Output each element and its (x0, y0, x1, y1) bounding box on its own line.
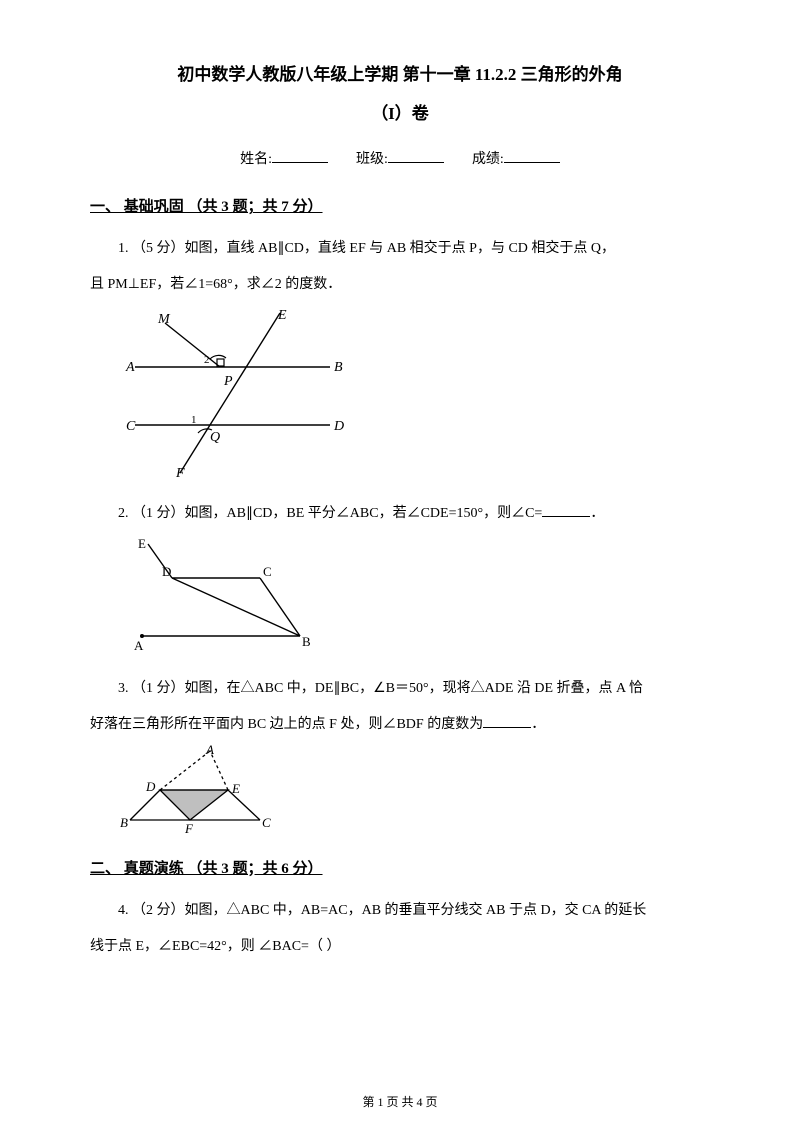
fig3-lbl-B: B (120, 815, 128, 830)
fig1-lbl-D: D (333, 419, 344, 434)
q1-line2: 且 PM⊥EF，若∠1=68°，求∠2 的度数． (90, 271, 710, 299)
fig2-lbl-B: B (302, 634, 311, 649)
section2-header: 二、 真题演练 （共 3 题；共 6 分） (90, 856, 710, 883)
page-subtitle: （I）卷 (90, 99, 710, 130)
fig2-lbl-D: D (162, 564, 171, 579)
q2-blank (542, 503, 590, 517)
fig1-lbl-A: A (125, 360, 135, 375)
score-label: 成绩: (472, 152, 504, 167)
fig3-lbl-E: E (231, 781, 240, 796)
fig3-lbl-A: A (205, 745, 214, 757)
figure-1: M E A B C D P Q F 1 2 (120, 305, 710, 489)
q3-line2: 好落在三角形所在平面内 BC 边上的点 F 处，则∠BDF 的度数为 ． (90, 711, 710, 739)
page-footer: 第 1 页 共 4 页 (0, 1092, 800, 1114)
section1-header: 一、 基础巩固 （共 3 题；共 7 分） (90, 194, 710, 221)
fig3-lbl-C: C (262, 815, 271, 830)
q3-text: 好落在三角形所在平面内 BC 边上的点 F 处，则∠BDF 的度数为 (90, 717, 483, 732)
q2: 2. （1 分）如图，AB∥CD，BE 平分∠ABC，若∠CDE=150°，则∠… (90, 500, 710, 528)
fig1-lbl-Q: Q (210, 430, 220, 445)
fig1-lbl-1: 1 (191, 414, 197, 426)
q2-tail: ． (590, 506, 604, 521)
q3-line1: 3. （1 分）如图，在△ABC 中，DE∥BC，∠B＝50°，现将△ADE 沿… (90, 675, 710, 703)
footer-a: 第 (362, 1095, 377, 1109)
page-title: 初中数学人教版八年级上学期 第十一章 11.2.2 三角形的外角 (90, 60, 710, 91)
figure-2: E D C A B (120, 536, 710, 665)
fig3-lbl-D: D (145, 779, 156, 794)
fig2-lbl-E: E (138, 536, 146, 551)
q4-line2: 线于点 E，∠EBC=42°，则 ∠BAC=（ ） (90, 933, 710, 961)
fig3-lbl-F: F (184, 821, 194, 835)
fig1-lbl-E: E (277, 308, 287, 323)
fig1-lbl-F: F (175, 466, 185, 480)
fig1-lbl-2: 2 (204, 354, 210, 366)
fig1-lbl-C: C (126, 419, 136, 434)
fig1-lbl-M: M (157, 312, 171, 327)
fig2-lbl-A: A (134, 638, 144, 653)
class-blank (388, 149, 444, 163)
q3-blank (483, 714, 531, 728)
q4-line1: 4. （2 分）如图，△ABC 中，AB=AC，AB 的垂直平分线交 AB 于点… (90, 897, 710, 925)
meta-row: 姓名: 班级: 成绩: (90, 147, 710, 172)
q3-tail: ． (531, 717, 545, 732)
q2-text: 2. （1 分）如图，AB∥CD，BE 平分∠ABC，若∠CDE=150°，则∠… (118, 506, 542, 521)
name-blank (272, 149, 328, 163)
figure-3: A D E B F C (120, 745, 710, 844)
q1-line1: 1. （5 分）如图，直线 AB∥CD，直线 EF 与 AB 相交于点 P，与 … (90, 235, 710, 263)
footer-c: 页 (423, 1095, 438, 1109)
footer-b: 页 共 (383, 1095, 416, 1109)
fig1-lbl-B: B (334, 360, 343, 375)
fig2-lbl-C: C (263, 564, 272, 579)
fig1-lbl-P: P (223, 374, 233, 389)
score-blank (504, 149, 560, 163)
name-label: 姓名: (240, 152, 272, 167)
class-label: 班级: (356, 152, 388, 167)
